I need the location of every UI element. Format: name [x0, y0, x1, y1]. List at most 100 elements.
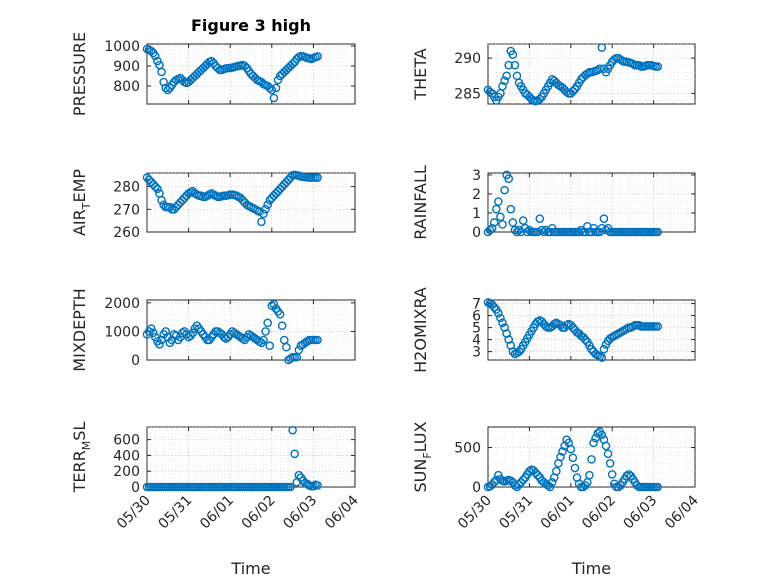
x-tick-label: 05/31 — [156, 493, 196, 533]
data-point — [485, 225, 495, 235]
data-point — [271, 83, 281, 93]
data-point — [261, 205, 270, 214]
y-axis-label: RAINFALL — [411, 165, 430, 240]
data-point — [286, 482, 295, 492]
data-point — [257, 217, 266, 227]
data-point — [277, 321, 287, 331]
data-point — [265, 83, 275, 93]
y-tick-label: 600 — [113, 433, 140, 449]
y-tick-label: 3 — [472, 168, 481, 184]
data-point — [151, 51, 160, 61]
data-point — [151, 182, 160, 191]
data-point — [653, 322, 663, 331]
y-tick-label: 2 — [472, 187, 481, 203]
x-tick-label: 05/30 — [455, 493, 495, 533]
data-point — [294, 345, 304, 355]
data-point — [539, 227, 549, 237]
data-point — [533, 470, 542, 480]
y-axis-label: TERRMSL — [70, 422, 93, 494]
data-point — [574, 227, 584, 237]
subplot-terr-msl: 05/30 05/31 06/01 06/02 06/03 06/04 0200400600… — [70, 422, 362, 578]
data-point — [599, 344, 609, 354]
data-point — [207, 56, 216, 66]
axes-frame — [146, 299, 356, 361]
data-point — [275, 309, 285, 319]
data-point — [570, 463, 580, 473]
y-axis-label: MIXDEPTH — [70, 288, 89, 371]
y-tick-label: 500 — [454, 441, 481, 457]
data-point — [146, 46, 156, 56]
data-point — [238, 334, 247, 343]
x-axis-label: Time — [571, 559, 611, 578]
x-tick-label: 06/02 — [579, 493, 619, 533]
data-point — [535, 214, 545, 223]
y-tick-label: 0 — [472, 225, 481, 241]
data-point — [566, 444, 576, 454]
data-point — [485, 87, 495, 97]
data-point — [527, 94, 536, 104]
y-tick-label: 1000 — [104, 39, 140, 55]
data-point — [653, 482, 663, 492]
y-axis-label: PRESSURE — [70, 32, 89, 116]
subplot-mixdepth: 0 1000 2000 MIXDEPTH — [70, 288, 356, 372]
data-point — [491, 204, 501, 214]
x-tick-label: 06/04 — [322, 492, 362, 532]
subplot-pressure: 800 900 1000 PRESSURE — [70, 32, 356, 116]
data-point — [504, 174, 514, 184]
data-point — [178, 328, 187, 338]
data-point — [269, 93, 279, 103]
y-tick-label: 270 — [113, 202, 140, 218]
data-point — [286, 354, 295, 363]
data-point — [263, 200, 272, 210]
data-point — [518, 475, 528, 485]
x-axis-label: Time — [230, 559, 270, 578]
data-point — [213, 63, 223, 73]
data-point — [163, 85, 173, 95]
data-point — [290, 449, 299, 459]
subplot-theta: 285 290 THETA — [411, 43, 696, 106]
data-point — [288, 59, 297, 69]
data-point — [502, 71, 511, 81]
y-tick-label: 2000 — [104, 296, 140, 312]
x-tick-label: 06/04 — [662, 492, 702, 532]
data-point — [568, 453, 578, 463]
y-tick-label: 0 — [472, 480, 481, 496]
data-point — [587, 344, 596, 354]
data-point — [585, 470, 594, 480]
data-point — [589, 438, 598, 448]
y-tick-label: 4 — [472, 333, 481, 349]
data-point — [566, 320, 576, 330]
y-tick-label: 0 — [131, 480, 140, 496]
y-axis-label: H2OMIXRA — [411, 287, 430, 373]
data-point — [498, 82, 507, 91]
data-point — [494, 197, 503, 206]
data-point — [500, 76, 509, 86]
data-point — [498, 318, 507, 328]
data-point — [512, 227, 522, 237]
data-point — [489, 302, 499, 312]
data-point — [601, 441, 611, 451]
x-tick-label: 05/30 — [114, 493, 154, 533]
data-point — [309, 481, 318, 491]
data-point — [593, 65, 603, 75]
data-point — [165, 202, 175, 212]
y-tick-label: 285 — [454, 86, 481, 102]
data-point — [533, 227, 542, 237]
x-tick-label: 06/02 — [239, 493, 279, 533]
data-point — [313, 335, 322, 345]
data-point — [597, 430, 607, 440]
data-point — [599, 214, 609, 223]
data-point — [146, 324, 156, 333]
data-point — [523, 227, 532, 237]
data-point — [157, 195, 166, 205]
x-tick-label: 05/31 — [496, 493, 536, 533]
data-point — [545, 482, 555, 492]
y-tick-label: 280 — [113, 180, 140, 196]
y-tick-label: 3 — [472, 345, 481, 361]
data-point — [313, 481, 322, 490]
data-point — [155, 339, 164, 349]
data-point — [597, 43, 607, 52]
y-axis-label: AIRTEMP — [70, 169, 93, 236]
data-point — [595, 64, 605, 74]
y-tick-label: 290 — [454, 51, 481, 67]
